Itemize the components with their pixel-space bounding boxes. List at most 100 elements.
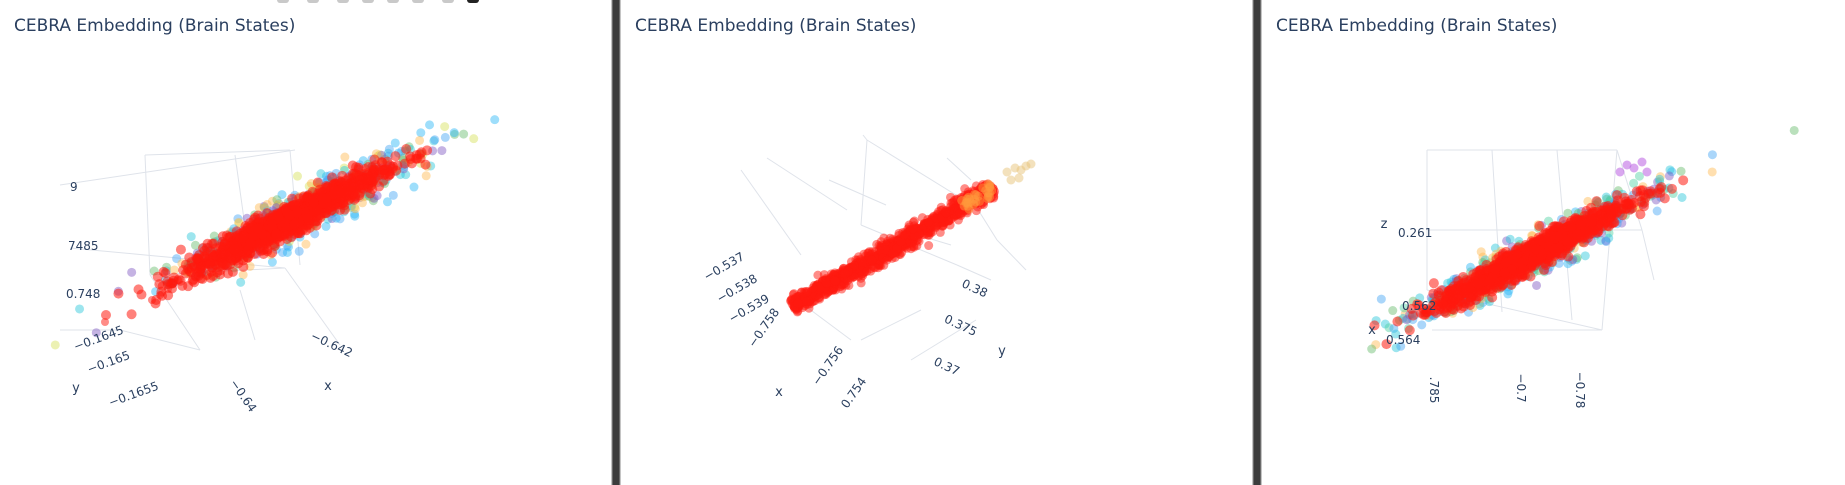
data-point xyxy=(220,239,231,250)
data-point xyxy=(429,136,439,146)
data-point xyxy=(148,296,156,304)
data-point xyxy=(238,270,248,280)
chart-panel-2[interactable]: −0.537 −0.538 −0.539 −0.758 −0.756 0.754 0.38 0… xyxy=(621,0,1252,485)
data-point xyxy=(421,171,431,181)
data-point xyxy=(156,291,164,299)
data-point xyxy=(350,211,360,221)
data-point xyxy=(1428,278,1439,289)
data-point xyxy=(899,230,909,240)
grid-line xyxy=(740,169,802,256)
data-point xyxy=(978,183,988,193)
z-tick-label: 9 xyxy=(70,180,78,194)
data-point xyxy=(1612,190,1623,201)
data-point xyxy=(437,146,447,156)
reset-icon[interactable] xyxy=(442,0,454,3)
turntable-icon[interactable] xyxy=(362,0,374,3)
data-point xyxy=(127,267,137,277)
data-point xyxy=(1396,341,1406,351)
data-point xyxy=(294,246,304,256)
data-point xyxy=(1667,167,1677,177)
data-point xyxy=(362,170,373,181)
scene-3d-2[interactable]: −0.537−0.538−0.539−0.758−0.7560.7540.380… xyxy=(621,0,1252,485)
data-point xyxy=(1666,183,1677,194)
data-point xyxy=(205,246,216,257)
grid-line xyxy=(828,179,887,206)
data-point xyxy=(415,135,425,145)
data-point xyxy=(50,340,60,350)
data-point xyxy=(390,138,400,148)
orbit-icon[interactable] xyxy=(337,0,349,3)
data-point xyxy=(101,318,109,326)
data-point xyxy=(186,232,196,242)
data-point xyxy=(209,231,219,241)
pan-icon[interactable] xyxy=(307,0,319,3)
modebar[interactable] xyxy=(262,0,492,6)
data-point xyxy=(1571,254,1581,264)
chart-panel-1[interactable]: 9 7485 0.748 −0.1645 −0.165 −0.1655 −0.642 −0.6… xyxy=(0,0,611,485)
data-point xyxy=(1376,294,1386,304)
data-point xyxy=(218,260,229,271)
y-tick-label: −0.1655 xyxy=(107,379,161,410)
data-point xyxy=(1478,252,1488,262)
data-point xyxy=(450,129,460,139)
data-point xyxy=(862,266,872,276)
camera-icon[interactable] xyxy=(387,0,399,3)
data-point xyxy=(382,197,392,207)
data-point xyxy=(1789,125,1799,135)
chart-title: CEBRA Embedding (Brain States) xyxy=(635,16,917,36)
data-point xyxy=(399,158,410,169)
data-point xyxy=(282,247,292,257)
data-point xyxy=(331,213,341,223)
data-point xyxy=(126,309,137,320)
data-point xyxy=(985,182,995,192)
grid-line xyxy=(284,267,341,346)
data-point xyxy=(262,199,272,209)
data-point xyxy=(174,276,182,284)
data-point xyxy=(113,288,124,299)
y-tick-label: 0.375 xyxy=(942,312,979,339)
data-point xyxy=(909,242,919,252)
data-point xyxy=(380,169,391,180)
home-icon[interactable] xyxy=(412,0,424,3)
grid-line xyxy=(976,207,998,241)
zoom-icon[interactable] xyxy=(277,0,289,3)
data-point xyxy=(1381,339,1392,350)
data-point xyxy=(358,156,368,166)
scene-3d-1[interactable]: 974850.748−0.1645−0.165−0.1655−0.642−0.6… xyxy=(0,0,611,485)
data-point xyxy=(271,229,282,240)
plotly-logo-icon[interactable] xyxy=(467,0,479,3)
data-point xyxy=(346,181,357,192)
data-point xyxy=(830,276,840,286)
data-point xyxy=(941,208,951,218)
data-point xyxy=(199,251,210,262)
data-point xyxy=(908,224,918,234)
data-point xyxy=(1384,323,1394,333)
y-axis-title: y xyxy=(998,344,1006,359)
data-point xyxy=(368,196,378,206)
data-point xyxy=(301,239,311,249)
data-point xyxy=(1572,253,1582,263)
data-point xyxy=(440,132,450,142)
grid-line xyxy=(862,134,868,141)
x-tick-label: 0.754 xyxy=(838,375,869,411)
data-point xyxy=(214,269,225,280)
panel-divider xyxy=(611,0,621,485)
data-point xyxy=(1408,310,1419,321)
data-point xyxy=(793,298,803,308)
data-point xyxy=(1525,271,1536,282)
data-point xyxy=(414,149,425,160)
data-point xyxy=(312,216,323,227)
chart-panel-3[interactable]: z 0.261 0.562 0.564 x .785 −0.7 −0.78 CEBRA Emb… xyxy=(1262,0,1845,485)
data-point xyxy=(154,279,165,290)
data-point xyxy=(449,128,459,138)
data-point xyxy=(1417,320,1427,330)
data-point xyxy=(1487,292,1498,303)
data-point xyxy=(469,134,479,144)
data-point xyxy=(267,257,277,267)
data-point xyxy=(416,128,426,138)
data-point xyxy=(1655,172,1665,182)
data-point xyxy=(405,151,416,162)
grid-line xyxy=(144,149,291,156)
data-point xyxy=(1391,343,1401,353)
